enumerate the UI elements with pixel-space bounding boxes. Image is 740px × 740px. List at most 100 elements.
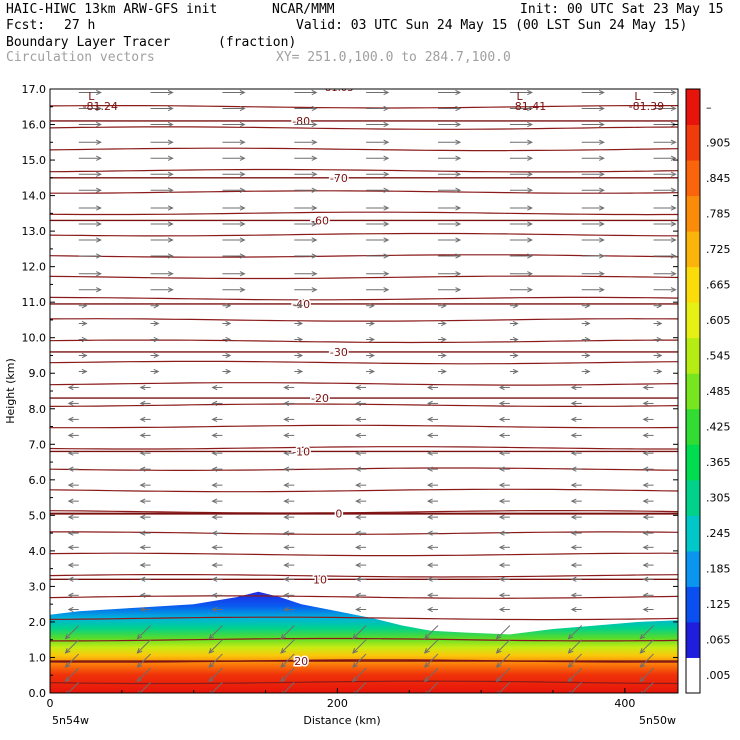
circulation-vector [509, 253, 534, 259]
circulation-vector [211, 400, 223, 407]
circulation-vector [498, 514, 510, 520]
circulation-vector [355, 432, 367, 439]
circulation-vector [509, 205, 534, 211]
circulation-vector [78, 368, 88, 375]
circulation-vector [78, 253, 102, 259]
circulation-vector [426, 384, 439, 391]
circulation-vector [352, 639, 367, 654]
circulation-vector [639, 667, 654, 683]
temperature-contour [50, 147, 678, 152]
circulation-vector [653, 105, 677, 112]
circulation-vector [366, 221, 390, 227]
circulation-vector [209, 681, 223, 693]
circulation-vector [294, 205, 318, 211]
circulation-vector [283, 482, 295, 488]
circulation-vector [426, 498, 439, 504]
circulation-vector [294, 237, 318, 243]
circulation-vector [352, 653, 367, 668]
plot-area: 20100-10-20-30-40-60-70-80L-81.24L-81.41… [50, 89, 678, 693]
init-time: Init: 00 UTC Sat 23 May 15 [520, 2, 724, 17]
colorbar-label: .305 [706, 492, 731, 505]
circulation-vector [642, 432, 654, 439]
circulation-vector [498, 482, 510, 488]
circulation-vector [498, 384, 510, 391]
circulation-vector [150, 303, 160, 309]
circulation-vector [495, 667, 511, 683]
axes: 0.0 1.0 2.0 3.0 4.0 5.0 6.0 7.0 8.0 9.0 10.0 11.0 12… [22, 83, 678, 710]
circulation-vector [438, 205, 462, 211]
temperature-contour [50, 574, 678, 578]
circulation-vector [653, 187, 677, 193]
temperature-contour [50, 168, 678, 173]
circulation-vector [509, 155, 534, 161]
circulation-vector [150, 155, 174, 161]
circulation-vector [211, 432, 223, 439]
circulation-vector [640, 681, 654, 693]
circulation-vector [581, 171, 605, 177]
circulation-vector [639, 639, 654, 654]
minimum-value: -81.41 [511, 100, 546, 113]
circulation-vector [570, 400, 582, 407]
circulation-vector [294, 105, 318, 112]
circulation-vector [642, 544, 654, 550]
circulation-vector [355, 400, 367, 407]
circulation-vector [438, 171, 462, 177]
colorbar-label: .605 [706, 314, 731, 327]
circulation-vector [509, 368, 519, 375]
circulation-vector [570, 432, 582, 439]
circulation-vector [352, 667, 367, 683]
circulation-vector [280, 625, 295, 640]
circulation-vector [78, 105, 102, 112]
circulation-vector [581, 139, 605, 145]
contour-label: -40 [292, 298, 310, 311]
circulation-vector [438, 221, 462, 227]
circulation-vector [581, 303, 591, 309]
circulation-vector [509, 336, 519, 343]
temperature-contour [50, 318, 678, 322]
circulation-vector [211, 544, 223, 550]
circulation-vector [495, 653, 511, 668]
circulation-vector [139, 544, 151, 550]
circulation-vector [211, 384, 223, 391]
circulation-vector [222, 271, 246, 277]
model-title: HAIC-HIWC 13km ARW-GFS init [6, 2, 218, 17]
colorbar-swatch [686, 231, 700, 268]
circulation-vector [67, 606, 79, 613]
y-tick-label: 4.0 [29, 545, 47, 558]
circulation-vector [137, 681, 151, 693]
circulation-vector [366, 352, 376, 359]
temperature-contour [50, 296, 678, 301]
circulation-vector [150, 89, 174, 96]
circulation-vector [211, 416, 223, 423]
circulation-vector [283, 606, 295, 613]
circulation-vector [581, 253, 605, 259]
circulation-vector [283, 384, 295, 391]
circulation-vector [366, 105, 390, 112]
circulation-vector [653, 205, 677, 211]
circulation-vector [642, 498, 654, 504]
circulation-vector [426, 544, 439, 550]
circulation-vector [139, 562, 151, 568]
colorbar: .005 .065 .125 .185 .245 .305 .365 .425 .485 .545… [685, 88, 731, 694]
circulation-vector [78, 352, 88, 359]
circulation-vector [570, 450, 582, 456]
circulation-vector [222, 303, 232, 309]
circulation-vector [581, 336, 591, 343]
circulation-vector [642, 400, 654, 407]
circulation-vector [581, 121, 605, 128]
circulation-vector [283, 432, 295, 439]
circulation-vector [222, 89, 246, 96]
colorbar-swatch [686, 160, 700, 197]
circulation-vector [67, 576, 79, 582]
circulation-vector [139, 384, 151, 391]
circulation-vector [283, 562, 295, 568]
circulation-vector [139, 400, 151, 407]
circulation-vector [509, 171, 534, 177]
circulation-vector [67, 562, 79, 568]
circulation-vector [438, 105, 462, 112]
colorbar-label: .365 [706, 456, 731, 469]
y-tick-label: 13.0 [22, 225, 47, 238]
circulation-vector [139, 530, 151, 536]
temperature-contour [50, 254, 678, 258]
circulation-vector [355, 482, 367, 488]
